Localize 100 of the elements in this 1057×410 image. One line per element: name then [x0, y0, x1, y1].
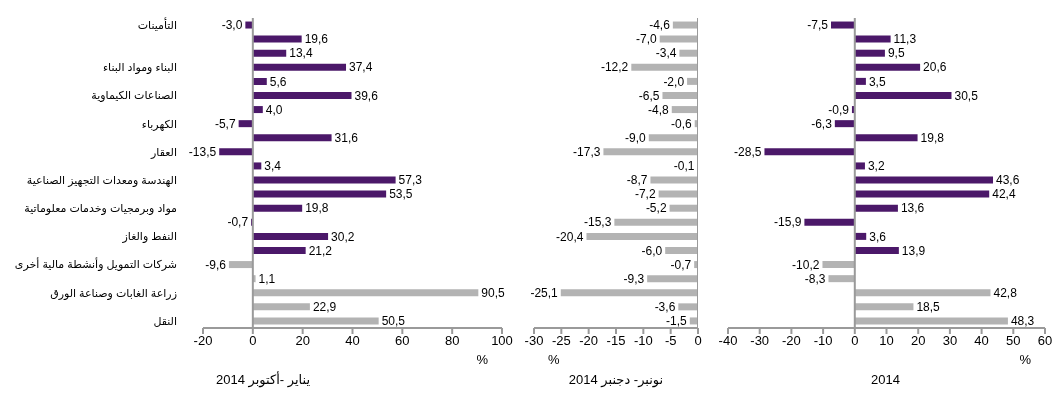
x-tick-label: 60 — [395, 333, 410, 349]
x-tick-label: 0 — [249, 333, 257, 349]
y-tick-label: التأمينات — [137, 16, 177, 31]
x-tick-label: 40 — [345, 333, 360, 349]
x-tick-label: 0 — [851, 333, 859, 349]
y-tick-label: الصناعات الكيماوية — [91, 89, 177, 103]
data-label: 48,3 — [1010, 314, 1035, 329]
data-label: 5,6 — [269, 74, 287, 89]
data-label: 9,5 — [887, 46, 905, 61]
text: يناير -أكتوبر 2014 — [216, 372, 310, 387]
data-label: -5,7 — [214, 116, 236, 131]
data-label: 3,5 — [868, 74, 886, 89]
data-label: -10,2 — [792, 257, 820, 272]
y-tick-label: النقل — [153, 314, 177, 327]
data-label: 53,5 — [389, 187, 413, 202]
x-tick-label: -20 — [782, 333, 801, 349]
x-tick-label: -20 — [193, 333, 213, 349]
data-label: -4,6 — [649, 18, 671, 33]
data-label: 18,5 — [916, 300, 941, 315]
data-label: 3,4 — [264, 159, 282, 174]
x-tick-label: -15 — [606, 333, 626, 349]
data-label: 22,9 — [312, 300, 337, 315]
x-axis-title: % — [476, 352, 489, 367]
y-tick-label: الهندسة ومعدات التجهيز الصناعية — [26, 173, 177, 187]
data-label: 50,5 — [381, 314, 406, 329]
data-label: 57,3 — [398, 173, 423, 188]
data-label: -9,3 — [623, 271, 645, 286]
x-tick-label: -30 — [524, 333, 544, 349]
data-label: 90,5 — [481, 285, 506, 300]
data-label: 13,6 — [900, 201, 925, 216]
data-label: -5,2 — [645, 201, 667, 216]
data-label: 42,8 — [993, 285, 1018, 300]
x-tick-label: 40 — [974, 333, 989, 349]
data-label: 3,2 — [867, 159, 885, 174]
data-label: 20,6 — [923, 60, 947, 75]
data-label: -6,0 — [641, 243, 663, 258]
data-label: -4,8 — [648, 102, 670, 117]
y-tick-label: الكهرباء — [141, 117, 177, 131]
data-label: 19,6 — [304, 32, 329, 47]
data-label: -0,1 — [673, 159, 695, 174]
x-axis-title: % — [548, 352, 560, 367]
data-label: -7,5 — [807, 18, 829, 33]
x-tick-label: 60 — [1037, 333, 1053, 349]
data-label: -0,7 — [227, 215, 249, 230]
data-label: 39,6 — [354, 88, 379, 103]
data-label: -2,0 — [663, 74, 685, 89]
x-tick-label: 20 — [910, 333, 926, 349]
data-label: -13,5 — [188, 145, 217, 160]
data-label: -25,1 — [530, 285, 559, 300]
data-label: -0,9 — [828, 102, 850, 117]
text: نونبر- دجنبر 2014 — [568, 372, 664, 387]
data-label: -3,6 — [654, 300, 676, 315]
x-tick-label: -30 — [750, 333, 770, 349]
y-tick-label: النفط والغاز — [121, 230, 177, 244]
x-tick-label: 0 — [694, 333, 702, 349]
data-label: 13,9 — [901, 243, 926, 258]
data-label: -8,3 — [804, 271, 826, 286]
data-label: 21,2 — [308, 243, 333, 258]
data-label: 13,4 — [289, 46, 313, 61]
data-label: 30,2 — [331, 229, 355, 244]
y-tick-label: شركات التمويل وأنشطة مالية أخرى — [14, 257, 177, 272]
x-tick-label: -20 — [579, 333, 599, 349]
data-label: -15,9 — [774, 215, 802, 230]
data-label: -6,3 — [811, 116, 833, 131]
x-tick-label: 80 — [444, 333, 460, 349]
data-label: -0,7 — [670, 257, 692, 272]
x-tick-label: 100 — [491, 333, 513, 349]
data-label: -9,6 — [205, 257, 227, 272]
y-tick-label: البناء ومواد البناء — [102, 61, 177, 75]
x-tick-label: -10 — [633, 333, 653, 349]
data-label: 4,0 — [265, 102, 283, 117]
text: 2014 — [871, 372, 900, 387]
x-tick-label: -25 — [551, 333, 571, 349]
x-tick-label: 10 — [879, 333, 894, 349]
x-tick-label: 50 — [1006, 333, 1021, 349]
data-label: 42,4 — [992, 187, 1016, 202]
data-label: -20,4 — [556, 229, 584, 244]
data-label: -15,3 — [584, 215, 612, 230]
x-tick-label: 30 — [942, 333, 958, 349]
y-tick-label: العقار — [150, 145, 177, 159]
data-label: -3,0 — [221, 18, 243, 33]
y-tick-label: مواد وبرمجيات وخدمات معلوماتية — [24, 202, 178, 216]
data-label: -1,5 — [666, 314, 688, 329]
data-label: 30,5 — [954, 88, 979, 103]
data-label: -3,4 — [655, 46, 677, 61]
data-label: -0,6 — [671, 116, 693, 131]
data-label: -9,0 — [625, 130, 647, 145]
data-label: 11,3 — [893, 32, 917, 47]
data-label: 1,1 — [258, 271, 276, 286]
data-label: 31,6 — [334, 130, 359, 145]
data-label: -7,2 — [634, 187, 656, 202]
data-label: -17,3 — [573, 145, 601, 160]
data-label: -12,2 — [600, 60, 629, 75]
x-tick-label: -5 — [664, 333, 677, 349]
data-label: -8,7 — [626, 173, 648, 188]
data-label: -6,5 — [638, 88, 660, 103]
data-label: 43,6 — [996, 173, 1020, 188]
data-label: 37,4 — [349, 60, 373, 75]
data-label: -28,5 — [734, 145, 762, 160]
data-label: 19,8 — [920, 130, 945, 145]
